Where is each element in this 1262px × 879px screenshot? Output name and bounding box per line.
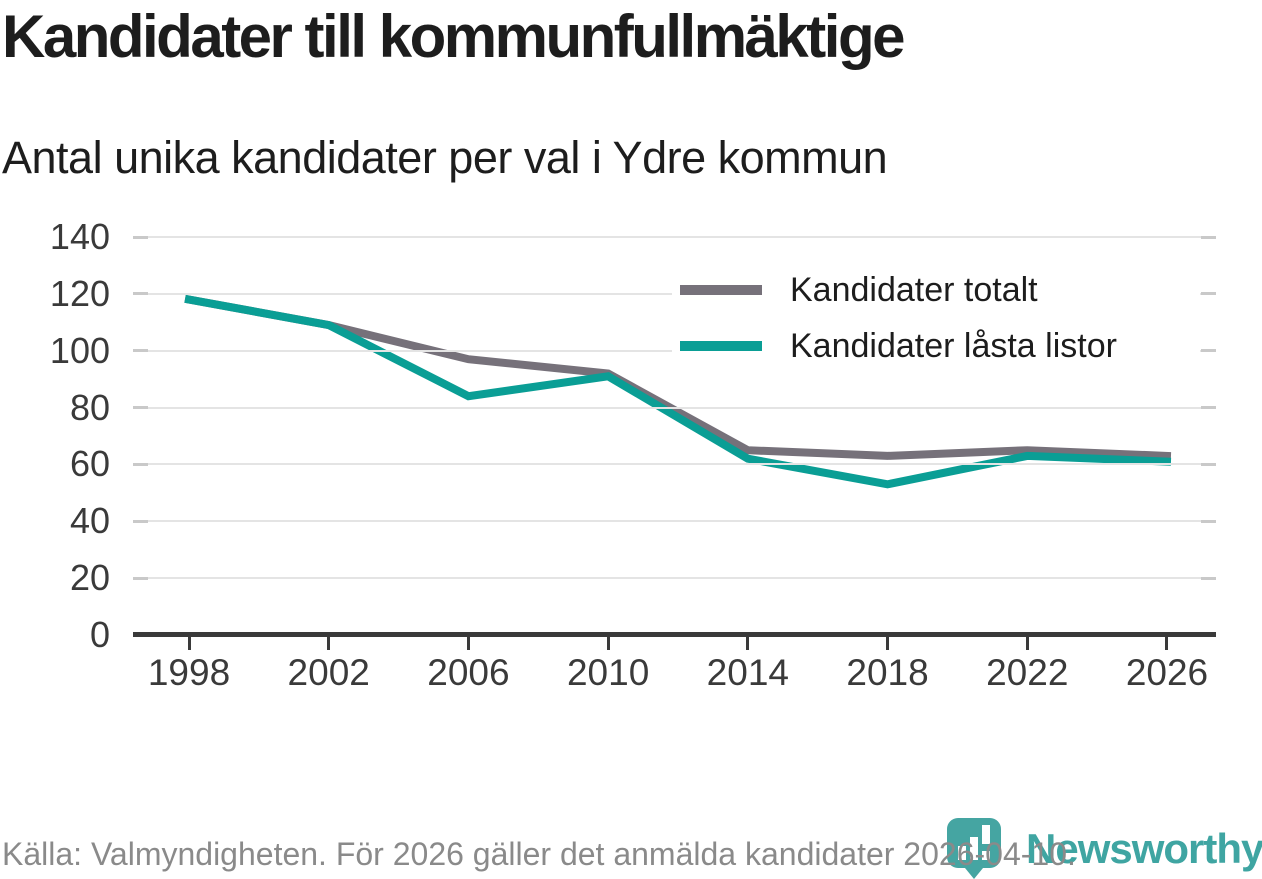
y-axis-label: 60 (69, 443, 110, 485)
x-axis-tick (327, 637, 331, 650)
y-axis-tick-right (1201, 406, 1216, 410)
x-axis-label: 2026 (1125, 652, 1209, 693)
y-axis-tick-left (133, 235, 148, 239)
newsworthy-pin-icon (947, 818, 1001, 879)
y-axis-label: 100 (49, 329, 110, 371)
chart-subtitle: Antal unika kandidater per val i Ydre ko… (2, 132, 888, 183)
y-axis-tick-right (1201, 235, 1216, 239)
x-axis-label: 2006 (427, 652, 510, 693)
y-axis-label: 120 (49, 272, 110, 314)
x-axis-tick (187, 637, 191, 650)
x-axis-tick (886, 637, 890, 650)
y-axis-label: 140 (49, 216, 110, 257)
y-axis-label: 40 (69, 500, 110, 542)
y-axis-tick-left (133, 462, 148, 466)
gridline (133, 236, 1216, 238)
x-axis-label: 1998 (147, 652, 231, 693)
y-axis-label: 80 (69, 386, 110, 428)
page-title: Kandidater till kommunfullmäktige (2, 3, 905, 70)
x-axis-tick (466, 637, 470, 650)
legend-swatch (680, 285, 762, 295)
newsworthy-wordmark: Newsworthy (1026, 825, 1262, 872)
y-axis-tick-left (133, 406, 148, 410)
x-axis-tick (746, 637, 750, 650)
x-axis-label: 2022 (986, 652, 1069, 693)
gridline (133, 577, 1216, 580)
gridline (133, 406, 1216, 409)
newsworthy-logo: Newsworthy (946, 815, 1262, 879)
gridline (133, 520, 1216, 523)
y-axis-tick-left (133, 292, 148, 296)
y-axis-tick-right (1201, 519, 1216, 523)
legend-label: Kandidater totalt (790, 270, 1038, 309)
y-axis-tick-right (1201, 292, 1216, 296)
x-axis-line (133, 632, 1216, 637)
y-axis-tick-left (133, 349, 148, 353)
legend-label: Kandidater låsta listor (790, 326, 1117, 365)
x-axis-label: 2002 (287, 652, 370, 693)
legend-item: Kandidater totalt (672, 262, 1200, 318)
y-axis-tick-right (1201, 576, 1216, 580)
y-axis-tick-left (133, 519, 148, 523)
x-axis-label: 2010 (566, 652, 650, 693)
x-axis-tick (1165, 637, 1169, 650)
gridline (133, 463, 1216, 466)
y-axis-label: 20 (69, 557, 110, 599)
x-axis-label: 2014 (706, 652, 789, 693)
legend-item: Kandidater låsta listor (672, 318, 1200, 374)
y-axis-tick-right (1201, 462, 1216, 466)
chart-legend: Kandidater totalt Kandidater låsta listor (672, 262, 1200, 374)
y-axis-tick-right (1201, 349, 1216, 353)
y-axis-tick-left (133, 576, 148, 580)
y-axis-label: 0 (89, 614, 110, 655)
source-note: Källa: Valmyndigheten. För 2026 gäller d… (2, 836, 1076, 872)
x-axis-label: 2018 (846, 652, 929, 693)
legend-swatch (680, 341, 762, 351)
x-axis-tick (1025, 637, 1029, 650)
x-axis-tick (606, 637, 610, 650)
